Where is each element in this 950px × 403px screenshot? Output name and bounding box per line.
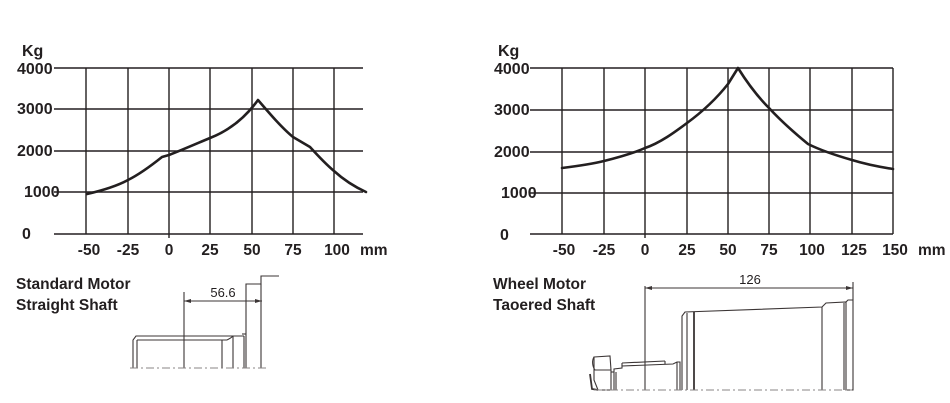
dimension-label: 56.6 [210, 285, 235, 300]
right-y-tick-0: 0 [500, 227, 509, 244]
left-caption-line1: Standard Motor [16, 276, 131, 293]
left-x-tick: 100 [324, 242, 350, 259]
arrow-left-icon [184, 299, 191, 303]
shaft-top [132, 335, 244, 368]
dimension-label: 126 [739, 272, 761, 287]
right-y-tick-3000: 3000 [494, 102, 530, 119]
left-load-curve [85, 98, 368, 196]
left-y-tick-1000: 1000 [24, 184, 60, 201]
left-y-tick-2000: 2000 [17, 143, 53, 160]
right-caption-line2: Taoered Shaft [493, 297, 595, 314]
standard-motor-shaft-drawing: 56.6 [130, 275, 279, 369]
left-y-tick-4000: 4000 [17, 61, 53, 78]
left-x-tick: 50 [243, 242, 260, 259]
arrow-right-icon [846, 286, 853, 290]
left-x-tick: -25 [117, 242, 140, 259]
left-y-tick-0: 0 [22, 226, 31, 243]
left-chart: Kg 4000 3000 2000 1000 0 -50 -25 0 25 50… [17, 43, 388, 259]
right-x-tick: 50 [719, 242, 736, 259]
wheel-motor-shaft-drawing: 126 [589, 272, 854, 391]
right-chart: Kg 4000 3000 2000 1000 0 -50 -25 0 25 50… [494, 43, 946, 259]
right-y-unit: Kg [498, 43, 519, 60]
right-x-tick: 150 [882, 242, 908, 259]
left-chart-h-gridlines [54, 67, 363, 235]
left-x-tick: 0 [165, 242, 174, 259]
right-y-tick-4000: 4000 [494, 61, 530, 78]
nut [593, 355, 612, 391]
right-x-tick: 100 [799, 242, 825, 259]
flange-outline [245, 275, 279, 368]
arrow-left-icon [645, 286, 652, 290]
hub-outline [681, 301, 847, 390]
left-caption-line2: Straight Shaft [16, 297, 118, 314]
left-y-unit: Kg [22, 43, 43, 60]
taper-shaft [613, 361, 681, 390]
right-y-tick-2000: 2000 [494, 144, 530, 161]
right-x-tick: -25 [593, 242, 616, 259]
arrow-right-icon [255, 299, 262, 303]
right-x-unit: mm [918, 242, 946, 259]
left-x-tick: 25 [201, 242, 219, 259]
right-x-tick: 0 [641, 242, 650, 259]
left-y-tick-3000: 3000 [17, 101, 53, 118]
right-chart-h-gridlines [530, 67, 893, 235]
right-chart-v-gridlines [561, 68, 894, 238]
right-x-tick: 125 [841, 242, 867, 259]
right-y-tick-1000: 1000 [501, 185, 537, 202]
hub-end-cap [845, 299, 854, 391]
left-x-tick: 75 [284, 242, 302, 259]
left-chart-v-gridlines [85, 68, 335, 238]
right-load-curve [560, 66, 895, 171]
right-x-tick: 25 [678, 242, 696, 259]
right-x-tick: 75 [760, 242, 778, 259]
left-x-unit: mm [360, 242, 388, 259]
right-caption: Wheel Motor Taoered Shaft [493, 276, 595, 314]
left-x-tick: -50 [78, 242, 100, 259]
right-x-tick: -50 [553, 242, 575, 259]
left-caption: Standard Motor Straight Shaft [16, 276, 131, 314]
right-caption-line1: Wheel Motor [493, 276, 586, 293]
